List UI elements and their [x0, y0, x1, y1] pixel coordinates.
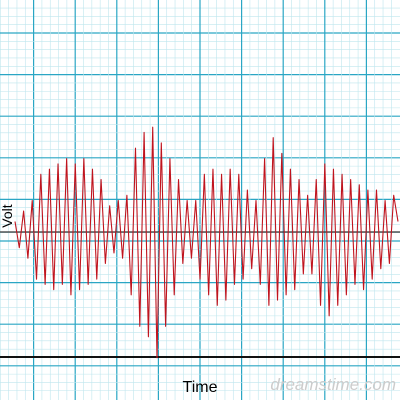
- watermark: dreamstime.com: [270, 375, 396, 394]
- plot: [14, 126, 399, 359]
- y-axis-label: Volt: [0, 204, 15, 227]
- x-axis-label: Time: [183, 379, 218, 396]
- waveform: [14, 126, 399, 359]
